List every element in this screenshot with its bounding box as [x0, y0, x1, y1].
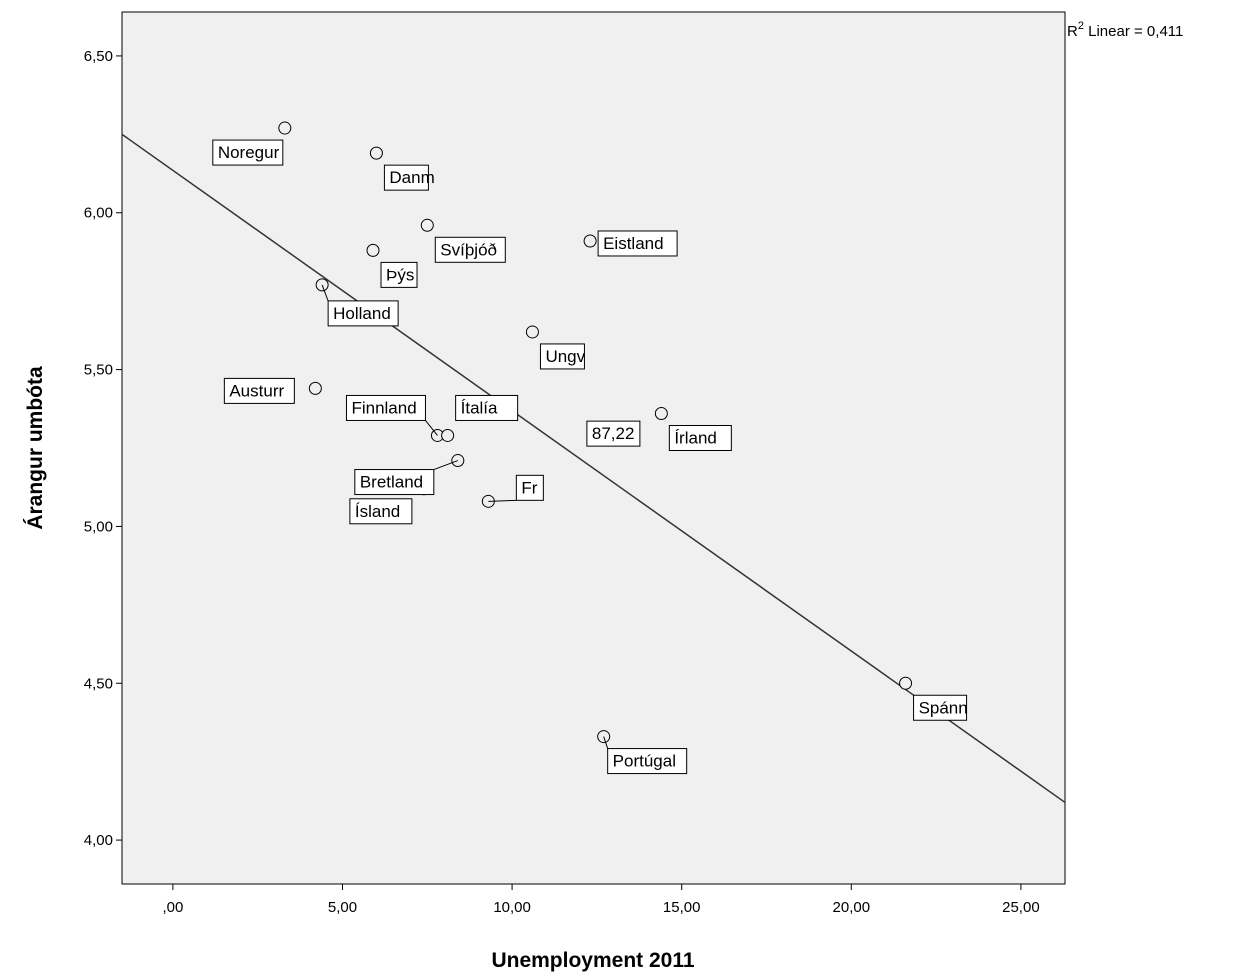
data-point	[441, 428, 455, 442]
data-point	[420, 218, 434, 232]
y-axis-title: Árangur umbóta	[24, 366, 47, 530]
point-label-box	[515, 474, 544, 501]
point-label-box	[349, 498, 413, 525]
axis-ticks: ,00 5,00 10,00 15,00 20,00 25,00 4,00 4,50 5,00 5…	[84, 48, 1040, 916]
data-point	[369, 146, 383, 160]
label-leader	[433, 460, 458, 471]
data-point	[654, 406, 668, 420]
data-point	[525, 325, 539, 339]
point-label: Noregur	[218, 143, 280, 162]
data-point	[366, 243, 380, 257]
r2-rest: Linear = 0,411	[1084, 23, 1183, 40]
point-label-box	[383, 164, 429, 191]
point-label-box	[455, 394, 519, 421]
point-label-box	[597, 230, 678, 257]
point-label: Spánn	[919, 698, 968, 717]
label-leader	[488, 499, 517, 502]
data-point	[308, 381, 322, 395]
point-label: Fr	[521, 478, 537, 497]
point-label: Ítalía	[461, 398, 498, 417]
data-point	[278, 121, 292, 135]
point-labels: Noregur Danm Svíþjóð Eistland Þýs Holland Ungv…	[212, 139, 968, 775]
point-label: Ungv	[545, 347, 585, 366]
point-label-box	[327, 300, 399, 327]
label-leader	[603, 736, 609, 749]
y-tick-label: 4,00	[84, 832, 113, 849]
x-tick-label: 20,00	[833, 899, 871, 916]
point-label-box	[607, 748, 688, 775]
point-label-box	[223, 377, 295, 404]
fit-line	[121, 133, 1066, 804]
y-tick-label: 6,50	[84, 48, 113, 65]
point-label-box	[434, 236, 506, 263]
y-tick-label: 4,50	[84, 675, 113, 692]
annotation-label-box	[586, 420, 641, 447]
point-label-box	[913, 694, 968, 721]
r-squared-annotation: R2 Linear = 0,411	[1067, 20, 1183, 40]
y-tick-label: 5,50	[84, 362, 113, 379]
x-tick-label: ,00	[162, 899, 183, 916]
data-point	[583, 234, 597, 248]
point-label: Svíþjóð	[440, 240, 497, 259]
fit-line-group	[121, 133, 1066, 804]
x-tick-label: 15,00	[663, 899, 701, 916]
x-tick-label: 10,00	[493, 899, 531, 916]
point-label: Danm	[389, 168, 434, 187]
data-point	[899, 676, 913, 690]
point-label-box	[212, 139, 284, 166]
y-tick-label: 6,00	[84, 205, 113, 222]
x-tick-label: 5,00	[328, 899, 357, 916]
point-label-box	[380, 261, 418, 288]
label-leader	[321, 284, 329, 302]
point-label: Eistland	[603, 234, 663, 253]
point-label-box	[354, 469, 435, 496]
r2-sup: 2	[1078, 20, 1084, 32]
point-label: Írland	[674, 428, 717, 447]
point-label-box	[539, 343, 585, 370]
point-label: Austurr	[229, 381, 284, 400]
x-tick-label: 25,00	[1002, 899, 1040, 916]
point-label: Portúgal	[613, 752, 676, 771]
point-label-box	[668, 424, 732, 451]
point-label: Holland	[333, 304, 391, 323]
label-leader	[425, 420, 438, 436]
y-tick-label: 5,00	[84, 518, 113, 535]
point-label-box	[345, 394, 426, 421]
x-axis-title: Unemployment 2011	[491, 949, 694, 972]
point-label: Bretland	[360, 473, 423, 492]
point-label: Finnland	[351, 398, 416, 417]
point-label: Ísland	[355, 502, 400, 521]
annotation-label: 87,22	[592, 424, 635, 443]
point-label: Þýs	[386, 265, 414, 284]
r2-base: R	[1067, 23, 1078, 40]
